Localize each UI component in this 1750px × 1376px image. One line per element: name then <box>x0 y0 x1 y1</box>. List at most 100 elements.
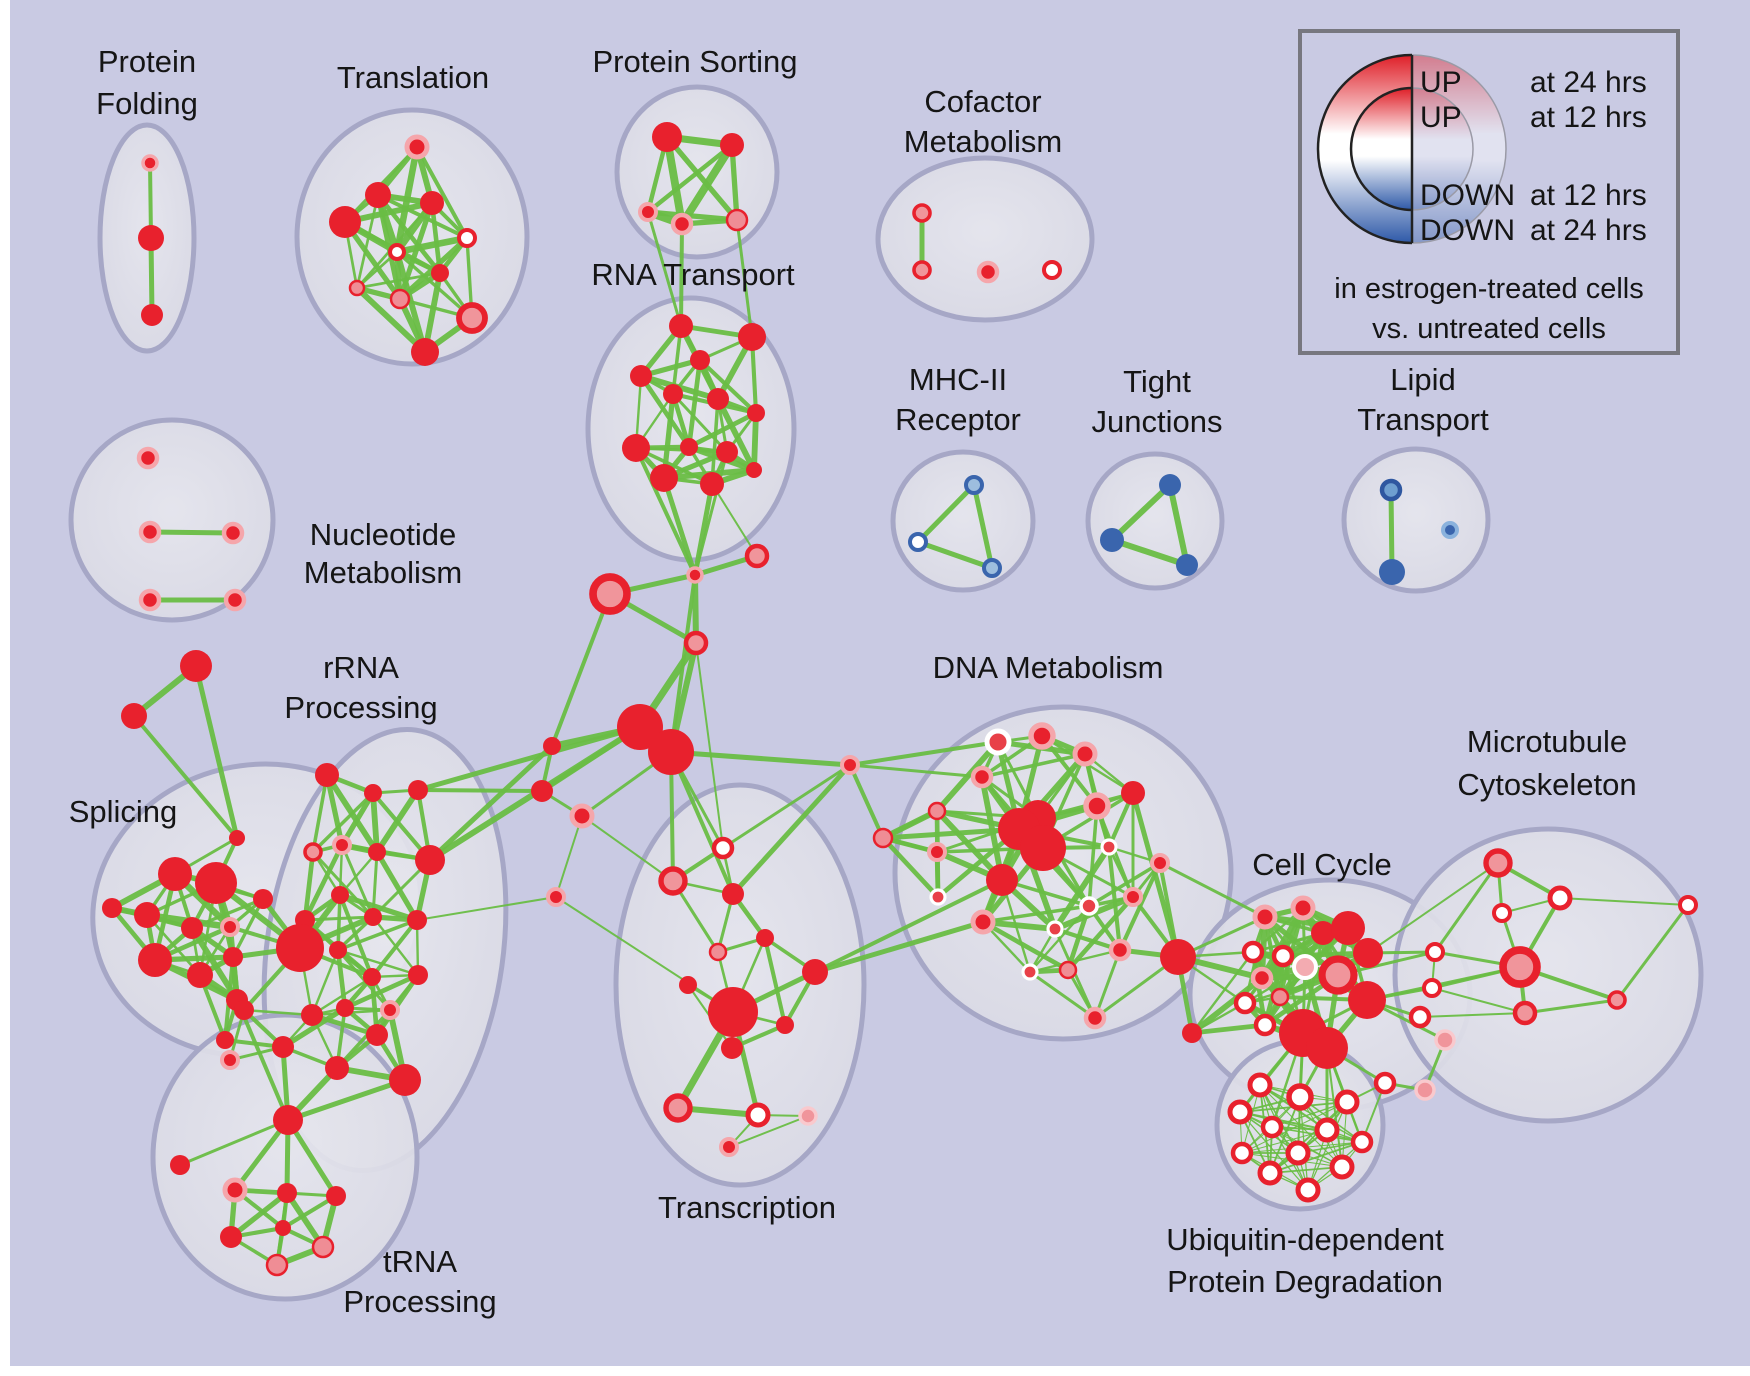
gene-node-mh2[interactable] <box>908 532 928 552</box>
gene-node-tr11[interactable] <box>745 1102 771 1128</box>
gene-node-tn5[interactable] <box>265 1253 289 1277</box>
gene-node-dm1[interactable] <box>984 728 1012 756</box>
gene-node-rt3[interactable] <box>690 350 710 370</box>
gene-node-tnl[interactable] <box>170 1155 190 1175</box>
gene-node-sp6[interactable] <box>220 917 240 937</box>
gene-node-ub7[interactable] <box>1350 1130 1374 1154</box>
gene-node-n4[interactable] <box>683 630 709 656</box>
gene-node-tnh[interactable] <box>273 1105 303 1135</box>
gene-node-dm18[interactable] <box>1021 963 1039 981</box>
gene-node-tr6[interactable] <box>679 976 697 994</box>
gene-node-dm9[interactable] <box>986 864 1018 896</box>
gene-node-tn7[interactable] <box>275 1220 291 1236</box>
gene-node-ub1[interactable] <box>1247 1072 1273 1098</box>
gene-node-tr10[interactable] <box>663 1093 693 1123</box>
gene-node-cm4[interactable] <box>1042 260 1062 280</box>
gene-node-cc12[interactable] <box>1348 981 1386 1019</box>
gene-node-ub5[interactable] <box>1260 1115 1284 1139</box>
gene-node-sp4[interactable] <box>102 898 122 918</box>
gene-node-n2[interactable] <box>744 543 770 569</box>
gene-node-sp2[interactable] <box>195 862 237 904</box>
gene-node-sp9[interactable] <box>223 947 243 967</box>
gene-node-dm3[interactable] <box>1072 741 1098 767</box>
gene-node-dm15[interactable] <box>1079 896 1099 916</box>
gene-node-cc16[interactable] <box>1253 1013 1277 1037</box>
gene-node-rr12[interactable] <box>329 941 347 959</box>
gene-node-mc4[interactable] <box>1499 946 1541 988</box>
gene-node-rr2[interactable] <box>364 784 382 802</box>
gene-node-mc1[interactable] <box>1483 848 1513 878</box>
gene-node-dm12[interactable] <box>929 888 947 906</box>
gene-node-rr4[interactable] <box>332 835 352 855</box>
gene-node-cc9[interactable] <box>1271 944 1295 968</box>
gene-node-t2[interactable] <box>365 182 391 208</box>
gene-node-t3[interactable] <box>329 206 361 238</box>
gene-node-cc13[interactable] <box>1250 966 1274 990</box>
gene-node-nm2[interactable] <box>138 520 162 544</box>
gene-node-sp1[interactable] <box>158 857 192 891</box>
gene-node-tr13[interactable] <box>719 1137 739 1157</box>
gene-node-cc11[interactable] <box>1318 955 1358 995</box>
gene-node-cc22[interactable] <box>1414 1079 1436 1101</box>
gene-node-pf3[interactable] <box>141 304 163 326</box>
gene-node-cch[interactable] <box>1160 939 1196 975</box>
gene-node-rt7[interactable] <box>747 404 765 422</box>
gene-node-tr7[interactable] <box>802 959 828 985</box>
gene-node-cm3[interactable] <box>976 260 1000 284</box>
gene-node-tn1[interactable] <box>222 1177 248 1203</box>
gene-node-t6[interactable] <box>388 243 406 261</box>
gene-node-rt2[interactable] <box>738 323 766 351</box>
gene-node-t1[interactable] <box>404 134 430 160</box>
gene-node-dm2[interactable] <box>1028 722 1056 750</box>
gene-node-sp8[interactable] <box>187 962 213 988</box>
gene-node-ub6[interactable] <box>1314 1117 1340 1143</box>
gene-node-rr7[interactable] <box>415 845 445 875</box>
gene-node-t4[interactable] <box>420 191 444 215</box>
gene-node-ps5[interactable] <box>725 208 749 232</box>
gene-node-cc21[interactable] <box>1373 1071 1397 1095</box>
gene-node-cm2[interactable] <box>912 260 932 280</box>
gene-node-dm10[interactable] <box>1100 838 1118 856</box>
gene-node-cc5[interactable] <box>1311 921 1335 945</box>
gene-node-cc18[interactable] <box>1422 978 1442 998</box>
gene-node-rr22[interactable] <box>301 1004 323 1026</box>
gene-node-x3[interactable] <box>569 803 595 829</box>
gene-node-lp1[interactable] <box>1379 478 1403 502</box>
gene-node-t11[interactable] <box>411 338 439 366</box>
gene-node-nm1[interactable] <box>136 446 160 470</box>
gene-node-dm4[interactable] <box>970 765 994 789</box>
gene-node-rt12[interactable] <box>700 472 724 496</box>
gene-node-dm6[interactable] <box>1083 792 1111 820</box>
gene-node-dm7[interactable] <box>1121 781 1145 805</box>
gene-node-rr13[interactable] <box>276 924 324 972</box>
gene-node-lp2[interactable] <box>1379 559 1405 585</box>
gene-node-ub12[interactable] <box>1295 1177 1321 1203</box>
gene-node-st1[interactable] <box>180 650 212 682</box>
gene-node-rr11[interactable] <box>407 910 427 930</box>
gene-node-ub3[interactable] <box>1334 1089 1360 1115</box>
gene-node-ps1[interactable] <box>652 122 682 152</box>
gene-node-cc10[interactable] <box>1292 954 1318 980</box>
gene-node-tj2[interactable] <box>1100 528 1124 552</box>
gene-node-rr6[interactable] <box>368 843 386 861</box>
gene-node-tr3[interactable] <box>722 883 744 905</box>
gene-node-h2[interactable] <box>648 729 694 775</box>
gene-node-dm19[interactable] <box>1058 960 1078 980</box>
gene-node-mc3[interactable] <box>1492 903 1512 923</box>
gene-node-rt13[interactable] <box>746 462 762 478</box>
gene-node-sp5[interactable] <box>181 917 203 939</box>
gene-node-rr5[interactable] <box>303 842 323 862</box>
gene-node-n3[interactable] <box>589 573 631 615</box>
gene-node-cc15[interactable] <box>1233 991 1257 1015</box>
gene-node-rr24[interactable] <box>220 1050 240 1070</box>
gene-node-rt10[interactable] <box>716 441 738 463</box>
gene-node-rr8[interactable] <box>331 886 349 904</box>
gene-node-sp12[interactable] <box>216 1031 234 1049</box>
gene-node-mc6[interactable] <box>1607 990 1627 1010</box>
gene-node-cc8[interactable] <box>1241 940 1265 964</box>
gene-node-rr17[interactable] <box>380 1000 400 1020</box>
gene-node-ccb2[interactable] <box>1306 1027 1348 1069</box>
gene-node-rt8[interactable] <box>622 434 650 462</box>
gene-node-tn4[interactable] <box>220 1226 242 1248</box>
gene-node-x2[interactable] <box>531 780 553 802</box>
